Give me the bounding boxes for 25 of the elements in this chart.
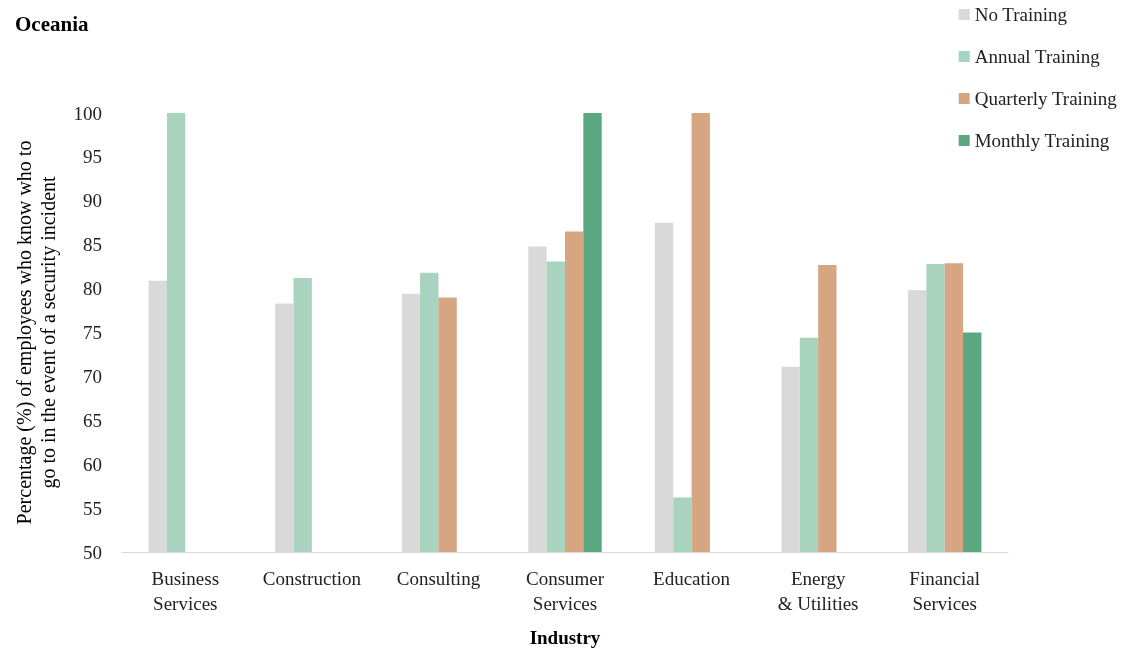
y-tick-label: 100 [73,102,102,124]
y-tick-label: 85 [83,234,102,256]
legend-label: Quarterly Training [974,88,1118,109]
chart-title: Oceania [15,11,89,36]
y-tick-label: 60 [83,453,102,475]
y-tick-label: 70 [83,365,102,387]
legend-label: No Training [974,4,1068,25]
y-tick-label: 65 [83,409,102,431]
y-tick-label: 90 [83,190,102,212]
y-axis-title: Percentage (%) of employees who know who to go to in the event of a security incident [13,140,60,525]
x-axis-title: Industry [529,627,601,648]
x-tick-label: Education [653,568,731,589]
y-tick-label: 55 [83,497,102,519]
legend-label: Annual Training [974,46,1101,67]
y-tick-label: 50 [83,541,102,563]
x-tick-label: Construction [262,568,362,589]
y-tick-label: 95 [83,146,102,168]
y-tick-label: 80 [83,278,102,300]
x-tick-label: Business Services [151,568,220,614]
y-tick-label: 75 [83,322,102,343]
legend-label: Monthly Training [974,130,1110,151]
x-tick-label: Consumer Services [525,568,605,614]
x-tick-label: Energy & Utilities [777,568,859,614]
x-tick-label: Financial Services [909,568,981,614]
x-tick-label: Consulting [396,568,481,589]
